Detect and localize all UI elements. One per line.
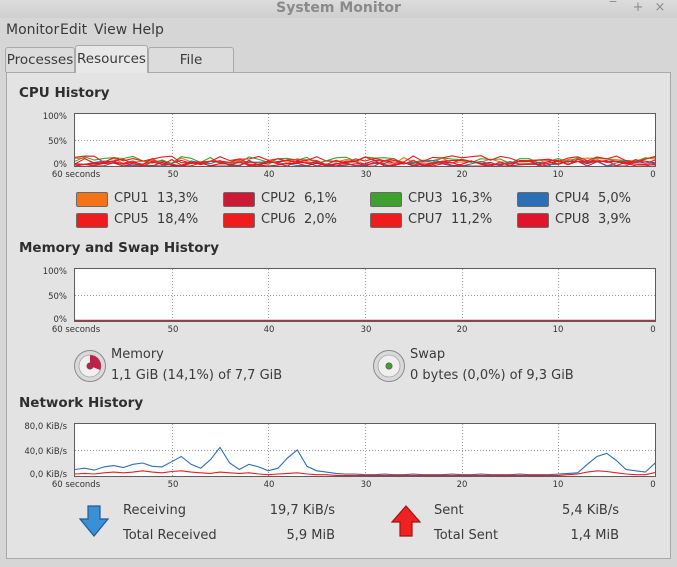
cpu7-color-swatch[interactable] [370, 213, 402, 228]
memory-history-graph [74, 268, 656, 322]
cpu7-line [75, 157, 655, 166]
memory-history-title: Memory and Swap History [19, 240, 219, 256]
net-x-label-20: 20 [456, 480, 468, 490]
sent-arrow-icon[interactable] [391, 505, 421, 537]
cpu-y-label-0: 0% [53, 160, 68, 170]
receiving-line [75, 446, 655, 476]
cpu3-label: CPU3 16,3% [408, 191, 493, 206]
menu-edit[interactable]: Edit [60, 22, 88, 38]
mem-y-label-100: 100% [42, 267, 67, 277]
cpu8-label: CPU8 3,9% [555, 212, 631, 227]
cpu8-line [75, 159, 655, 166]
mem-y-label-50: 50% [48, 292, 67, 302]
menu-help[interactable]: Help [132, 22, 164, 38]
cpu-x-label-50: 50 [167, 170, 179, 180]
window-title: System Monitor [276, 0, 401, 16]
maximize-button[interactable]: + [632, 0, 644, 15]
mem-x-label-0: 0 [650, 325, 656, 335]
mem-x-label-40: 40 [263, 325, 275, 335]
cpu3-color-swatch[interactable] [370, 192, 402, 207]
cpu6-color-swatch[interactable] [223, 213, 255, 228]
cpu1-label: CPU1 13,3% [114, 191, 199, 206]
memory-usage-value: 1,1 GiB (14,1%) of 7,7 GiB [111, 368, 283, 383]
cpu4-color-swatch[interactable] [517, 192, 549, 207]
mem-x-label-50: 50 [167, 325, 179, 335]
cpu-x-label-0: 0 [650, 170, 656, 180]
title-bar [0, 0, 677, 18]
cpu2-label: CPU2 6,1% [261, 191, 337, 206]
cpu-y-label-50: 50% [48, 137, 67, 147]
mem-y-label-0: 0% [53, 315, 68, 325]
network-history-title: Network History [19, 395, 144, 411]
cpu-history-title: CPU History [19, 85, 110, 101]
cpu-x-label-60: 60 seconds [51, 170, 101, 180]
memory-pie-icon[interactable] [73, 349, 107, 383]
cpu-y-label-100: 100% [42, 112, 67, 122]
net-y-label-0: 0,0 KiB/s [29, 470, 67, 480]
cpu4-label: CPU4 5,0% [555, 191, 631, 206]
receiving-rate-value: 19,7 KiB/s [269, 503, 335, 518]
mem-x-label-60: 60 seconds [51, 325, 101, 335]
net-x-label-0: 0 [650, 480, 656, 490]
cpu-x-label-10: 10 [552, 170, 564, 180]
net-x-label-40: 40 [263, 480, 275, 490]
receiving-label: Receiving [123, 503, 187, 518]
close-button[interactable]: × [654, 0, 666, 15]
mem-x-label-10: 10 [552, 325, 564, 335]
network-history-graph [74, 423, 656, 477]
pie-center [385, 362, 393, 370]
pie-center [86, 362, 94, 370]
swap-label: Swap [410, 347, 446, 362]
cpu-x-label-40: 40 [263, 170, 275, 180]
mem-x-label-30: 30 [360, 325, 372, 335]
total-received-label: Total Received [123, 528, 217, 543]
minimize-button[interactable]: ‾ [609, 0, 617, 15]
cpu7-label: CPU7 11,2% [408, 212, 493, 227]
mem-x-label-20: 20 [456, 325, 468, 335]
swap-usage-value: 0 bytes (0,0%) of 9,3 GiB [410, 368, 574, 383]
net-x-label-30: 30 [360, 480, 372, 490]
cpu5-line [75, 155, 655, 164]
cpu8-color-swatch[interactable] [517, 213, 549, 228]
cpu-x-label-20: 20 [456, 170, 468, 180]
net-x-label-50: 50 [167, 480, 179, 490]
net-x-label-60: 60 seconds [51, 480, 101, 490]
cpu6-label: CPU6 2,0% [261, 212, 337, 227]
swap-pie-icon[interactable] [372, 349, 406, 383]
total-received-value: 5,9 MiB [286, 528, 335, 543]
sent-rate-value: 5,4 KiB/s [561, 503, 619, 518]
menu-monitor[interactable]: Monitor [6, 22, 60, 38]
cpu1-color-swatch[interactable] [76, 192, 108, 207]
net-y-label-80: 80,0 KiB/s [24, 422, 67, 432]
memory-label: Memory [111, 347, 164, 362]
tab-processes[interactable]: Processes [5, 47, 75, 72]
sent-label: Sent [434, 503, 464, 518]
menu-view[interactable]: View [94, 22, 128, 38]
receiving-arrow-icon[interactable] [79, 505, 109, 537]
net-y-label-40: 40,0 KiB/s [24, 447, 67, 457]
cpu-x-label-30: 30 [360, 170, 372, 180]
tab-file-systems[interactable]: File Systems [148, 47, 234, 92]
sent-line [75, 470, 655, 476]
cpu5-label: CPU5 18,4% [114, 212, 199, 227]
cpu2-color-swatch[interactable] [223, 192, 255, 207]
net-x-label-10: 10 [552, 480, 564, 490]
total-sent-value: 1,4 MiB [570, 528, 619, 543]
cpu5-color-swatch[interactable] [76, 213, 108, 228]
cpu-history-graph [74, 113, 656, 167]
tab-resources[interactable]: Resources [75, 45, 148, 73]
total-sent-label: Total Sent [434, 528, 499, 543]
